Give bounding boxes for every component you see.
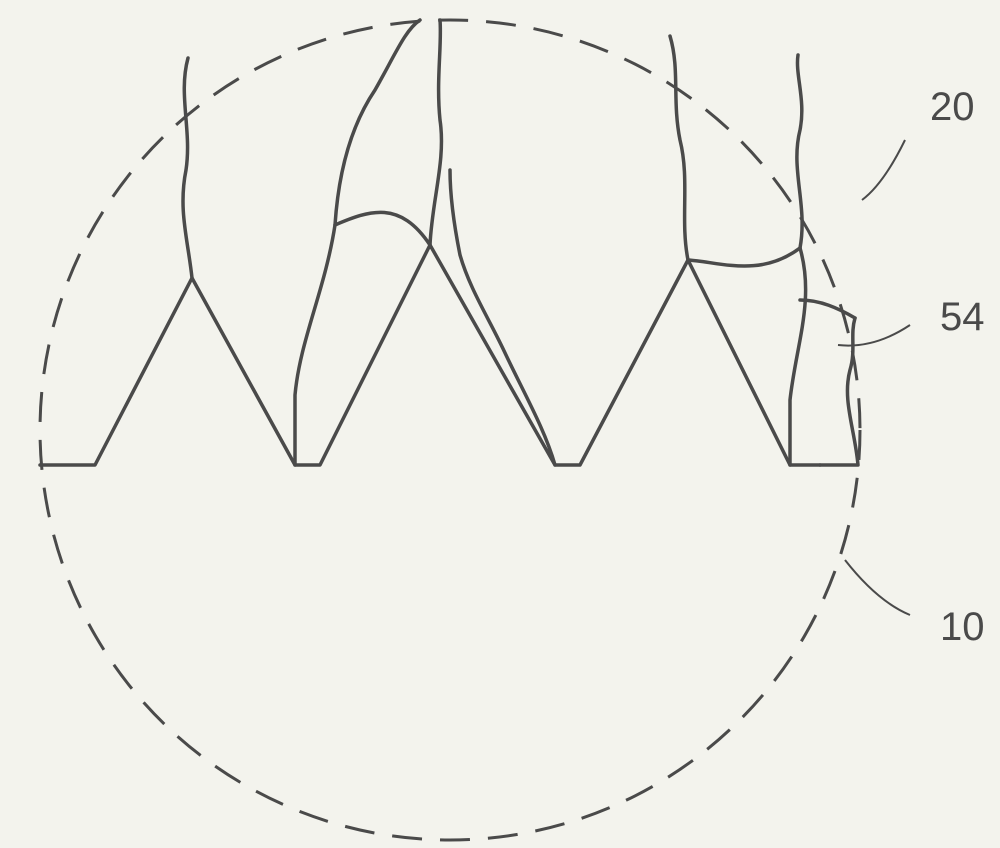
structure-path: [797, 55, 802, 248]
technical-diagram: 20 54 10: [0, 0, 1000, 848]
structure-path: [800, 300, 855, 318]
structure-path: [430, 20, 441, 245]
structure-path: [820, 318, 858, 465]
label-10: 10: [940, 605, 985, 649]
structure-lines: [40, 20, 858, 465]
structure-path: [688, 248, 800, 266]
leader-line: [862, 140, 905, 200]
structure-path: [450, 170, 555, 465]
leader-line: [838, 325, 910, 346]
leader-line: [845, 560, 910, 615]
labels-group: 20 54 10: [930, 85, 985, 649]
structure-path: [40, 245, 820, 465]
structure-path: [670, 36, 688, 260]
structure-path: [183, 58, 192, 278]
structure-path: [335, 212, 430, 245]
detail-circle-outline: [40, 20, 860, 840]
structure-path: [295, 20, 420, 465]
label-54: 54: [940, 295, 985, 339]
structure-path: [790, 248, 806, 465]
label-20: 20: [930, 85, 975, 129]
